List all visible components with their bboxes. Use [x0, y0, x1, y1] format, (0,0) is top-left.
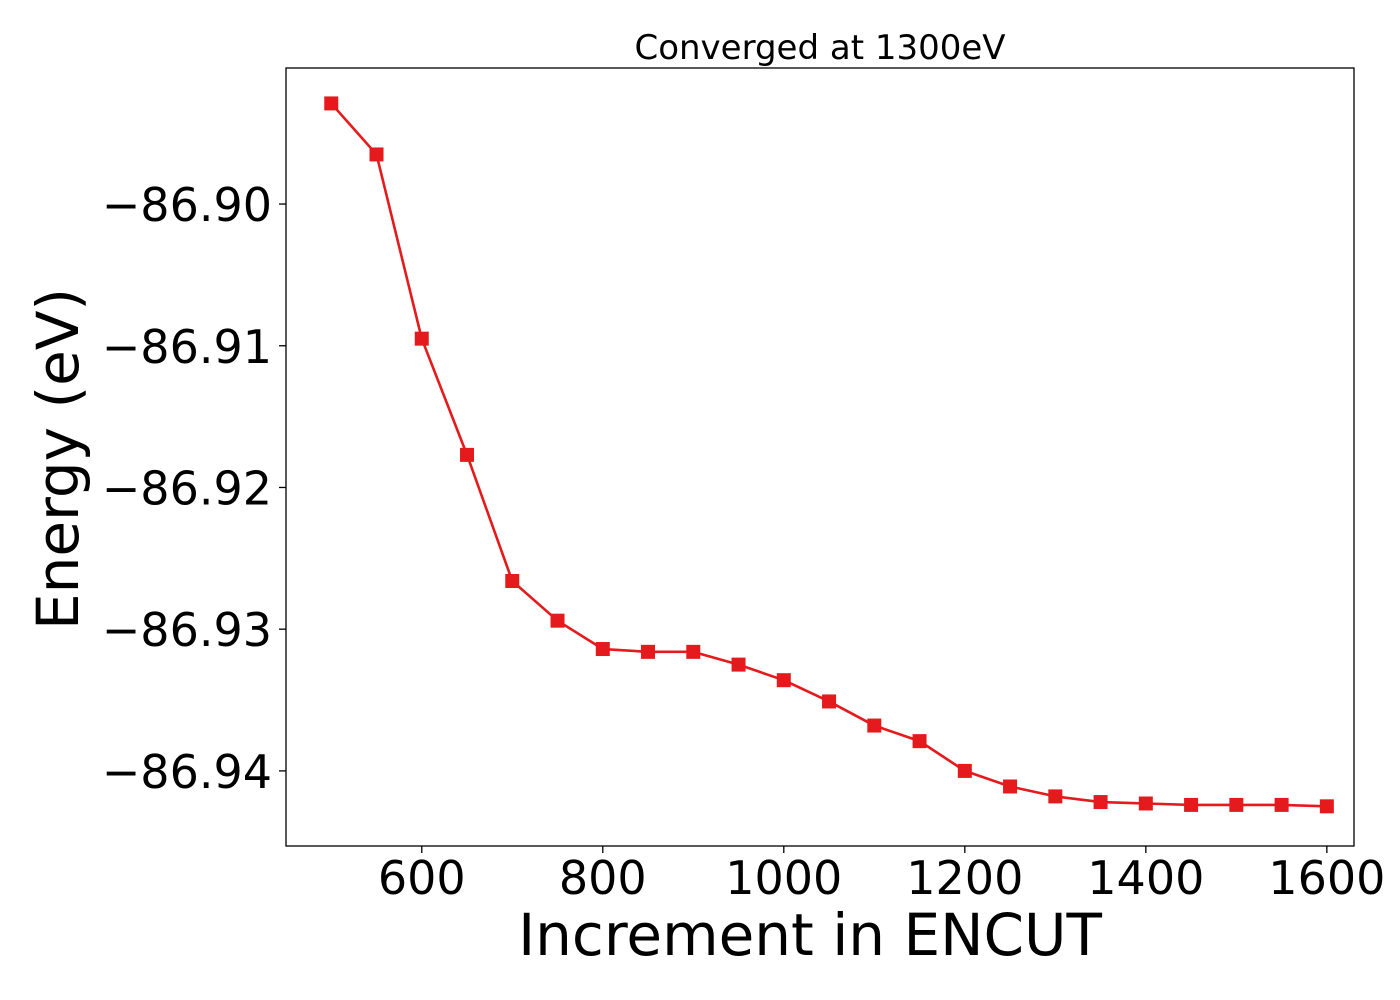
- y-tick-label: −86.92: [102, 461, 272, 515]
- x-tick-label: 1400: [1087, 851, 1204, 905]
- x-axis: 600 800 1000 1200 1400 1600: [378, 846, 1385, 905]
- data-point-marker: [1319, 799, 1334, 814]
- data-point-marker: [867, 718, 882, 733]
- series-layer: [324, 96, 1334, 814]
- y-tick-label: −86.93: [102, 603, 272, 657]
- data-point-marker: [1093, 795, 1108, 810]
- data-point-marker: [550, 613, 565, 628]
- data-point-marker: [1274, 797, 1289, 812]
- plot-area: [285, 67, 1355, 847]
- data-point-marker: [686, 644, 701, 659]
- data-point-marker: [1138, 796, 1153, 811]
- data-point-marker: [1184, 797, 1199, 812]
- data-point-marker: [324, 96, 339, 111]
- data-point-marker: [369, 147, 384, 162]
- data-point-marker: [1048, 789, 1063, 804]
- data-point-marker: [776, 673, 791, 688]
- x-tick-label: 800: [559, 851, 647, 905]
- y-axis: −86.90 −86.91 −86.92 −86.93 −86.94: [102, 178, 286, 799]
- y-tick-label: −86.91: [102, 320, 272, 374]
- data-point-marker: [1003, 779, 1018, 794]
- data-point-marker: [731, 657, 746, 672]
- y-tick-label: −86.90: [102, 178, 272, 232]
- chart-title: Converged at 1300eV: [634, 28, 1005, 68]
- x-tick-label: 1000: [725, 851, 842, 905]
- data-point-marker: [957, 763, 972, 778]
- data-point-marker: [414, 331, 429, 346]
- x-tick-label: 1600: [1268, 851, 1385, 905]
- data-point-marker: [822, 694, 837, 709]
- y-axis-label: Energy (eV): [24, 288, 92, 630]
- x-axis-label: Increment in ENCUT: [518, 901, 1102, 969]
- x-tick-label: 1200: [906, 851, 1023, 905]
- data-point-marker: [641, 644, 656, 659]
- x-tick-label: 600: [378, 851, 466, 905]
- data-point-marker: [912, 734, 927, 749]
- data-point-marker: [505, 573, 520, 588]
- y-tick-label: −86.94: [102, 745, 272, 799]
- data-point-marker: [595, 642, 610, 657]
- data-point-marker: [460, 447, 475, 462]
- data-point-marker: [1229, 797, 1244, 812]
